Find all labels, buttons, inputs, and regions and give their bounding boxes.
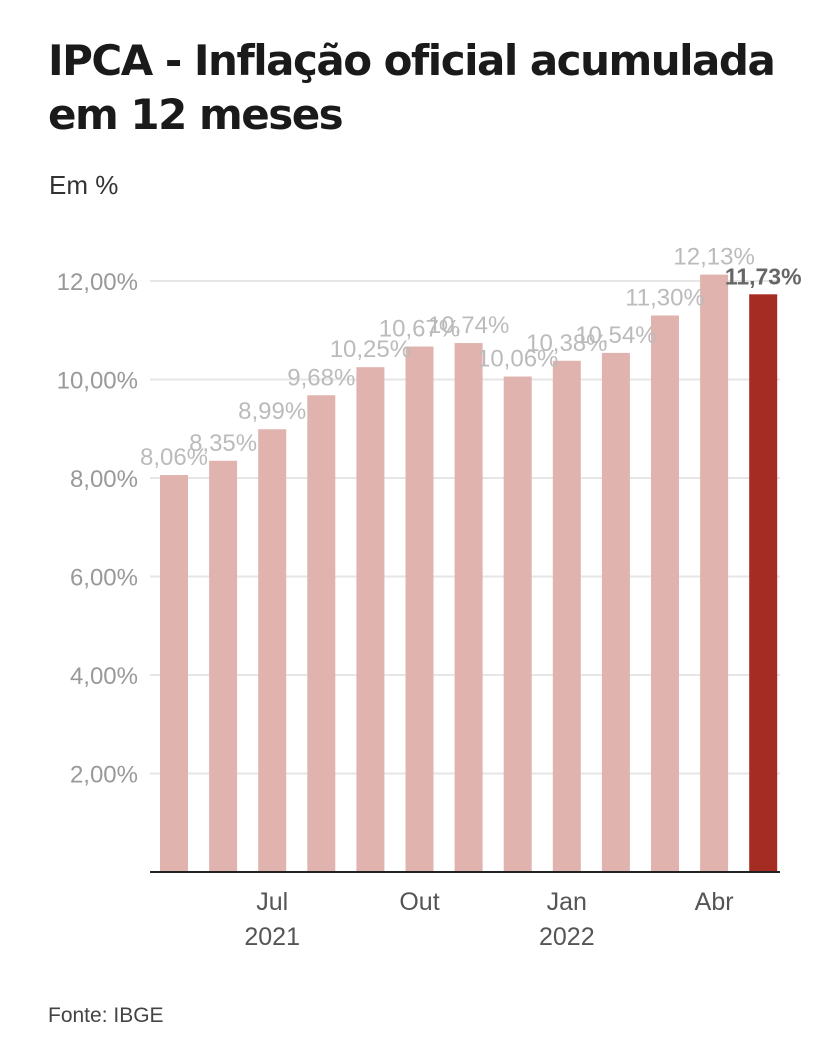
unit-label: Em %	[49, 170, 119, 200]
value-label: 10,38%	[526, 330, 607, 357]
y-tick-label: 2,00%	[70, 762, 138, 789]
value-label: 8,06%	[140, 444, 208, 471]
bar	[651, 315, 679, 873]
x-tick-month: Out	[399, 888, 439, 916]
value-label: 10,67%	[379, 316, 460, 343]
value-label: 8,35%	[189, 430, 257, 457]
x-tick-month: Abr	[695, 888, 734, 916]
bar	[209, 460, 238, 872]
source-note: Fonte: IBGE	[48, 1004, 164, 1027]
bar	[307, 395, 336, 872]
bar-chart: 2,00%4,00%6,00%8,00%10,00%12,00% 8,06%8,…	[57, 244, 802, 951]
x-tick-month: Jan	[547, 888, 587, 916]
y-tick-label: 12,00%	[57, 269, 138, 296]
value-label-highlight: 11,73%	[725, 263, 802, 289]
value-label: 10,25%	[330, 336, 411, 363]
value-label: 12,13%	[673, 244, 754, 271]
y-tick-label: 10,00%	[57, 368, 138, 395]
x-tick-month: Jul	[256, 888, 288, 916]
bar	[405, 346, 434, 872]
x-tick-year: 2022	[539, 923, 595, 951]
bar	[552, 360, 581, 872]
bar	[503, 376, 532, 872]
y-tick-label: 6,00%	[70, 565, 138, 592]
value-label: 9,68%	[287, 364, 355, 391]
value-label: 8,99%	[238, 398, 306, 425]
y-tick-label: 8,00%	[70, 466, 138, 493]
x-tick-year: 2021	[244, 923, 300, 951]
x-axis-ticks: Jul 2021 Out Jan 2022 Abr	[244, 888, 733, 951]
bar	[160, 475, 188, 872]
value-label: 11,30%	[625, 284, 705, 311]
bar	[601, 352, 630, 872]
value-label: 10,54%	[575, 322, 656, 349]
value-label: 10,06%	[477, 346, 558, 373]
chart-title: IPCA - Inflação oficial acumulada em 12 …	[48, 36, 776, 139]
bar-highlight	[749, 294, 778, 872]
bar	[700, 274, 729, 872]
y-tick-label: 4,00%	[70, 663, 138, 690]
value-labels: 8,06%8,35% 8,99% 9,68%10,25%10,67%10,74% 10…	[140, 244, 802, 471]
value-label: 10,74%	[428, 312, 509, 339]
bars	[160, 274, 778, 873]
bar	[454, 343, 483, 872]
bar	[258, 429, 287, 872]
bar	[356, 367, 385, 872]
y-axis-ticks: 2,00% 4,00% 6,00% 8,00% 10,00% 12,00%	[57, 269, 138, 789]
